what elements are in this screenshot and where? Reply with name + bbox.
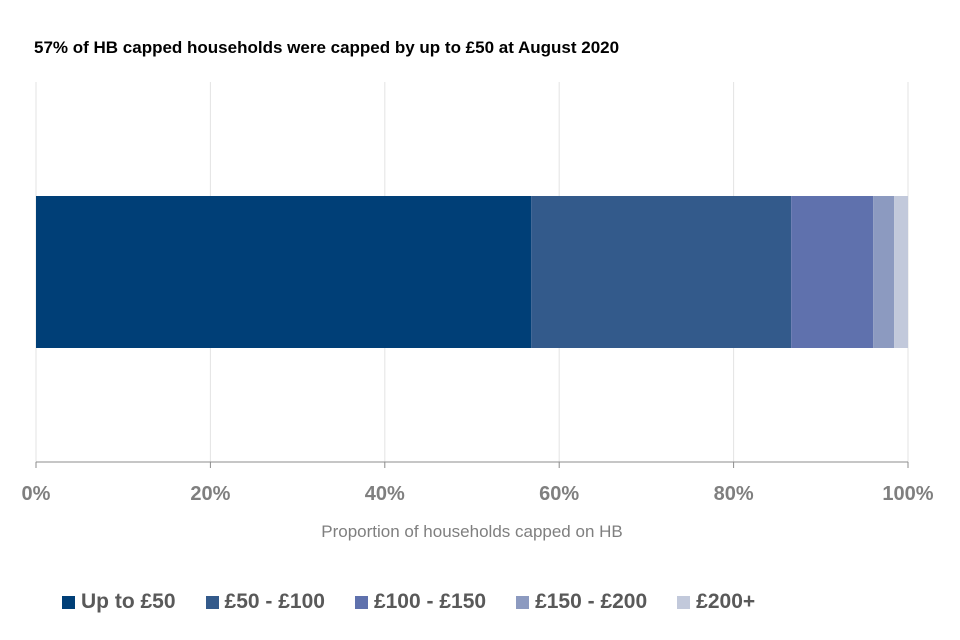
legend-swatch	[677, 595, 691, 609]
legend-swatch	[205, 595, 219, 609]
bar-segment	[873, 196, 895, 348]
legend: Up to £50 £50 - £100 £100 - £150 £150 - …	[62, 590, 755, 614]
legend-item-200-plus: £200+	[677, 590, 755, 614]
legend-item-100-150: £100 - £150	[354, 590, 487, 614]
legend-label: £100 - £150	[373, 590, 487, 613]
legend-label: £150 - £200	[535, 590, 648, 613]
x-tick-label: 60%	[539, 483, 579, 505]
bar-segment	[531, 196, 792, 348]
x-tick-label: 80%	[714, 483, 754, 505]
x-tick-label: 40%	[365, 483, 405, 505]
x-tick-label: 0%	[22, 483, 51, 505]
legend-swatch	[516, 595, 530, 609]
bar-segment	[36, 196, 532, 348]
legend-swatch	[354, 595, 368, 609]
bar-segment	[894, 196, 908, 348]
x-axis-title: Proportion of households capped on HB	[321, 522, 623, 541]
legend-label: £200+	[696, 590, 756, 613]
legend-label: £50 - £100	[224, 590, 325, 613]
x-tick-label: 100%	[882, 483, 933, 505]
legend-item-150-200: £150 - £200	[516, 590, 647, 614]
legend-item-up-to-50: Up to £50	[62, 590, 176, 614]
x-tick-label: 20%	[190, 483, 230, 505]
legend-label: Up to £50	[81, 590, 176, 613]
bar-segment	[791, 196, 874, 348]
legend-item-50-100: £50 - £100	[205, 590, 325, 614]
legend-swatch	[62, 595, 75, 609]
chart-title: 57% of HB capped households were capped …	[34, 38, 620, 57]
